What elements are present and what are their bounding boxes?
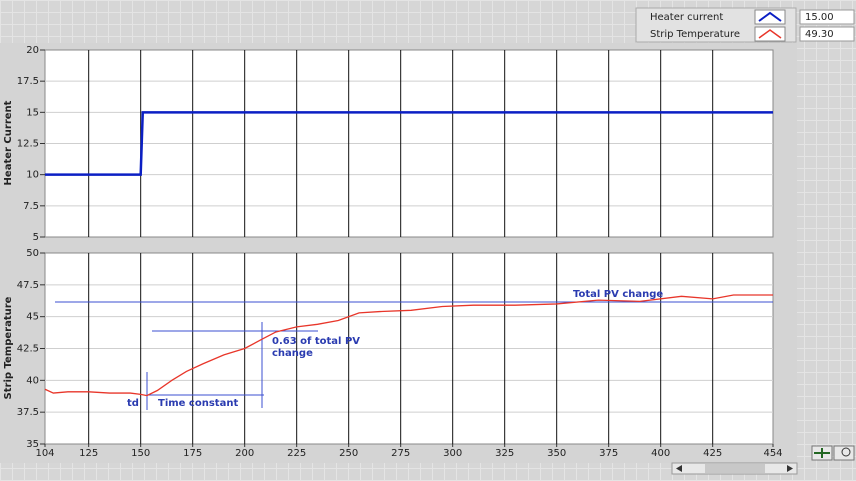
annotation: td xyxy=(127,398,139,409)
scroll-thumb[interactable] xyxy=(705,464,765,473)
y-axis-label: Strip Temperature xyxy=(3,296,14,399)
x-tick-label: 325 xyxy=(495,448,514,459)
x-tick-label: 375 xyxy=(599,448,618,459)
x-tick-label: 300 xyxy=(443,448,462,459)
display-value: 49.30 xyxy=(805,29,834,40)
x-tick-label: 250 xyxy=(339,448,358,459)
scroll-left[interactable] xyxy=(676,465,682,472)
y-tick-label: 45 xyxy=(26,312,39,323)
y-tick-label: 7.5 xyxy=(23,201,39,212)
legend-icon xyxy=(758,29,782,39)
x-tick-label: 454 xyxy=(763,448,782,459)
x-tick-label: 200 xyxy=(235,448,254,459)
y-tick-label: 35 xyxy=(26,439,39,450)
y-tick-label: 20 xyxy=(26,45,39,56)
x-tick-label: 125 xyxy=(79,448,98,459)
x-tick-label: 104 xyxy=(35,448,54,459)
y-tick-label: 15 xyxy=(26,107,39,118)
x-tick-label: 225 xyxy=(287,448,306,459)
y-axis-label: Heater Current xyxy=(3,100,14,185)
scroll-right[interactable] xyxy=(787,465,793,472)
y-tick-label: 5 xyxy=(33,232,39,243)
annotation: 0.63 of total PV xyxy=(272,336,360,347)
series-line xyxy=(44,294,773,397)
x-tick-label: 150 xyxy=(131,448,150,459)
digital-display xyxy=(799,26,855,42)
y-tick-label: 10 xyxy=(26,170,39,181)
x-tick-label: 400 xyxy=(651,448,670,459)
y-tick-label: 12.5 xyxy=(17,139,39,150)
y-tick-label: 42.5 xyxy=(17,344,39,355)
x-tick-label: 425 xyxy=(703,448,722,459)
annotation: change xyxy=(272,348,313,359)
y-tick-label: 50 xyxy=(26,248,39,259)
y-tick-label: 17.5 xyxy=(17,76,39,87)
series-line xyxy=(45,111,773,176)
y-tick-label: 47.5 xyxy=(17,280,39,291)
zoom-icon xyxy=(841,447,851,457)
x-tick-label: 350 xyxy=(547,448,566,459)
legend-icon xyxy=(758,11,782,22)
y-tick-label: 37.5 xyxy=(17,407,39,418)
legend-label: Heater current xyxy=(650,12,723,23)
legend-swatch xyxy=(754,26,786,42)
digital-display xyxy=(799,9,855,25)
annotation: Time constant xyxy=(158,398,238,409)
y-tick-label: 40 xyxy=(26,375,39,386)
legend-swatch xyxy=(754,9,786,25)
legend-label: Strip Temperature xyxy=(650,29,740,40)
annotation: Total PV change xyxy=(573,289,663,300)
x-tick-label: 275 xyxy=(391,448,410,459)
x-tick-label: 175 xyxy=(183,448,202,459)
cursor-icon xyxy=(814,448,830,458)
display-value: 15.00 xyxy=(805,12,834,23)
